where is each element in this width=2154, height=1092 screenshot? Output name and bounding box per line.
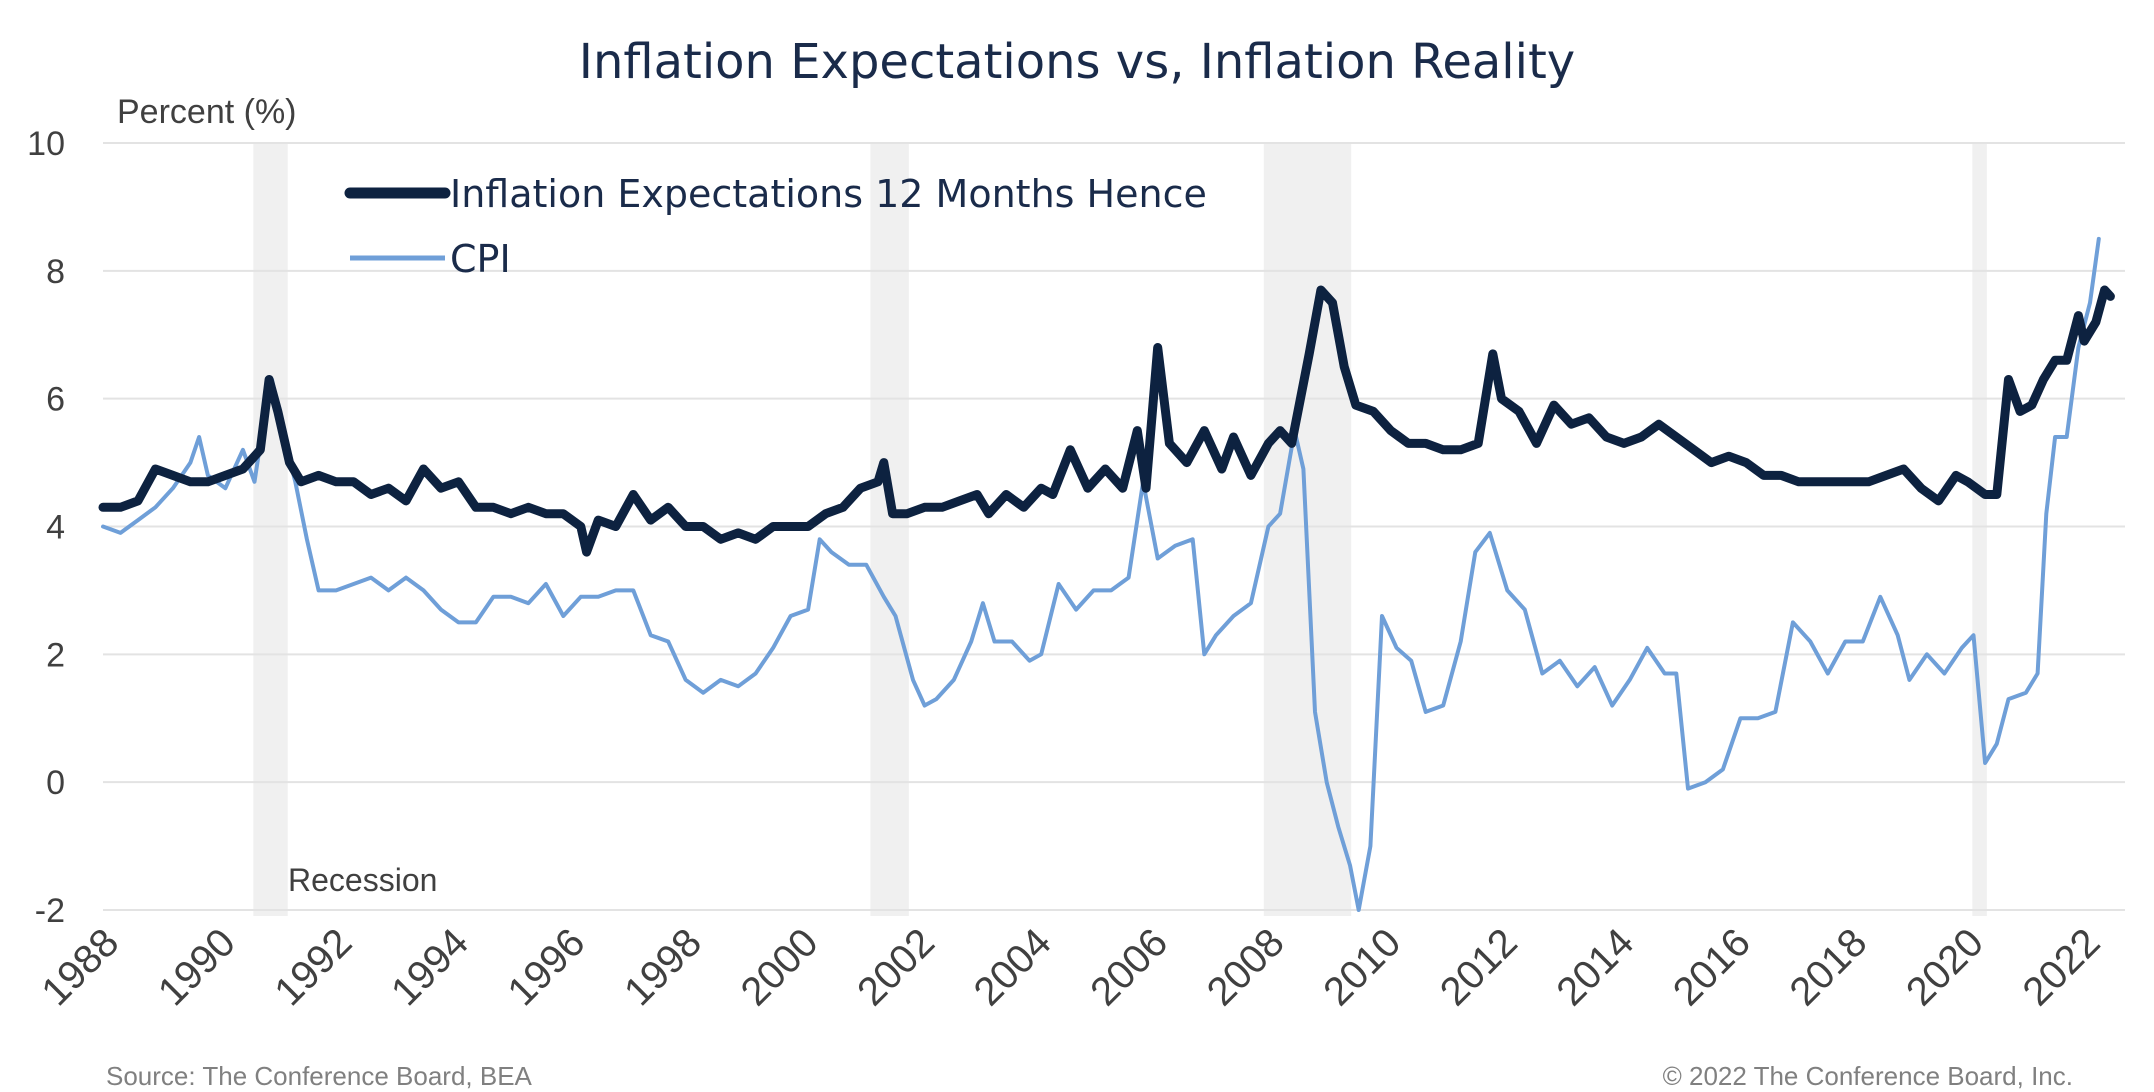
copyright-note: © 2022 The Conference Board, Inc. (1663, 1061, 2073, 1091)
x-tick-label: 2016 (1665, 920, 1759, 1014)
series-line-expectations (98, 285, 2115, 557)
x-tick-label: 1998 (616, 920, 710, 1014)
y-tick-label: 2 (46, 636, 65, 674)
x-tick-label: 2000 (733, 920, 827, 1014)
y-axis-ticks: -2 0 2 4 6 8 10 (27, 125, 65, 930)
x-tick-label: 2020 (1898, 920, 1992, 1014)
source-note: Source: The Conference Board, BEA (106, 1061, 533, 1091)
x-tick-label: 2002 (849, 920, 943, 1014)
y-tick-label: 8 (46, 253, 65, 291)
x-tick-label: 1990 (150, 920, 244, 1014)
recession-band-0 (253, 143, 288, 916)
recession-bands (253, 143, 1987, 916)
x-tick-label: 2012 (1432, 920, 1526, 1014)
x-tick-label: 1996 (499, 920, 593, 1014)
chart-title: Inflation Expectations vs, Inflation Rea… (579, 34, 1575, 90)
x-tick-label: 2004 (966, 920, 1060, 1014)
recession-band-1 (870, 143, 909, 916)
recession-band-3 (1972, 143, 1987, 916)
x-tick-label: 2008 (1199, 920, 1293, 1014)
x-tick-label: 2010 (1315, 920, 1409, 1014)
legend: Inflation Expectations 12 Months Hence C… (344, 172, 1207, 281)
y-tick-label: 10 (27, 125, 65, 163)
legend-label-cpi: CPI (450, 237, 511, 281)
series-lines (98, 236, 2115, 912)
grid-lines (103, 142, 2125, 911)
x-tick-label: 2022 (2015, 920, 2109, 1014)
x-axis-ticks: 1988 1990 1992 1994 1996 1998 2000 2002 2004 2006… (33, 920, 2108, 1014)
x-tick-label: 2018 (1781, 920, 1875, 1014)
y-axis-label: Percent (%) (117, 93, 297, 131)
x-tick-label: 2006 (1082, 920, 1176, 1014)
x-tick-label: 1994 (383, 920, 477, 1014)
y-tick-label: 4 (46, 509, 65, 547)
legend-label-expectations: Inflation Expectations 12 Months Hence (450, 172, 1207, 216)
x-tick-label: 2014 (1548, 920, 1642, 1014)
series-line-cpi (101, 236, 2101, 912)
recession-label: Recession (288, 862, 437, 898)
y-tick-label: -2 (35, 892, 65, 930)
y-tick-label: 6 (46, 381, 65, 419)
x-tick-label: 1988 (33, 920, 127, 1014)
y-tick-label: 0 (46, 764, 65, 802)
x-tick-label: 1992 (266, 920, 360, 1014)
